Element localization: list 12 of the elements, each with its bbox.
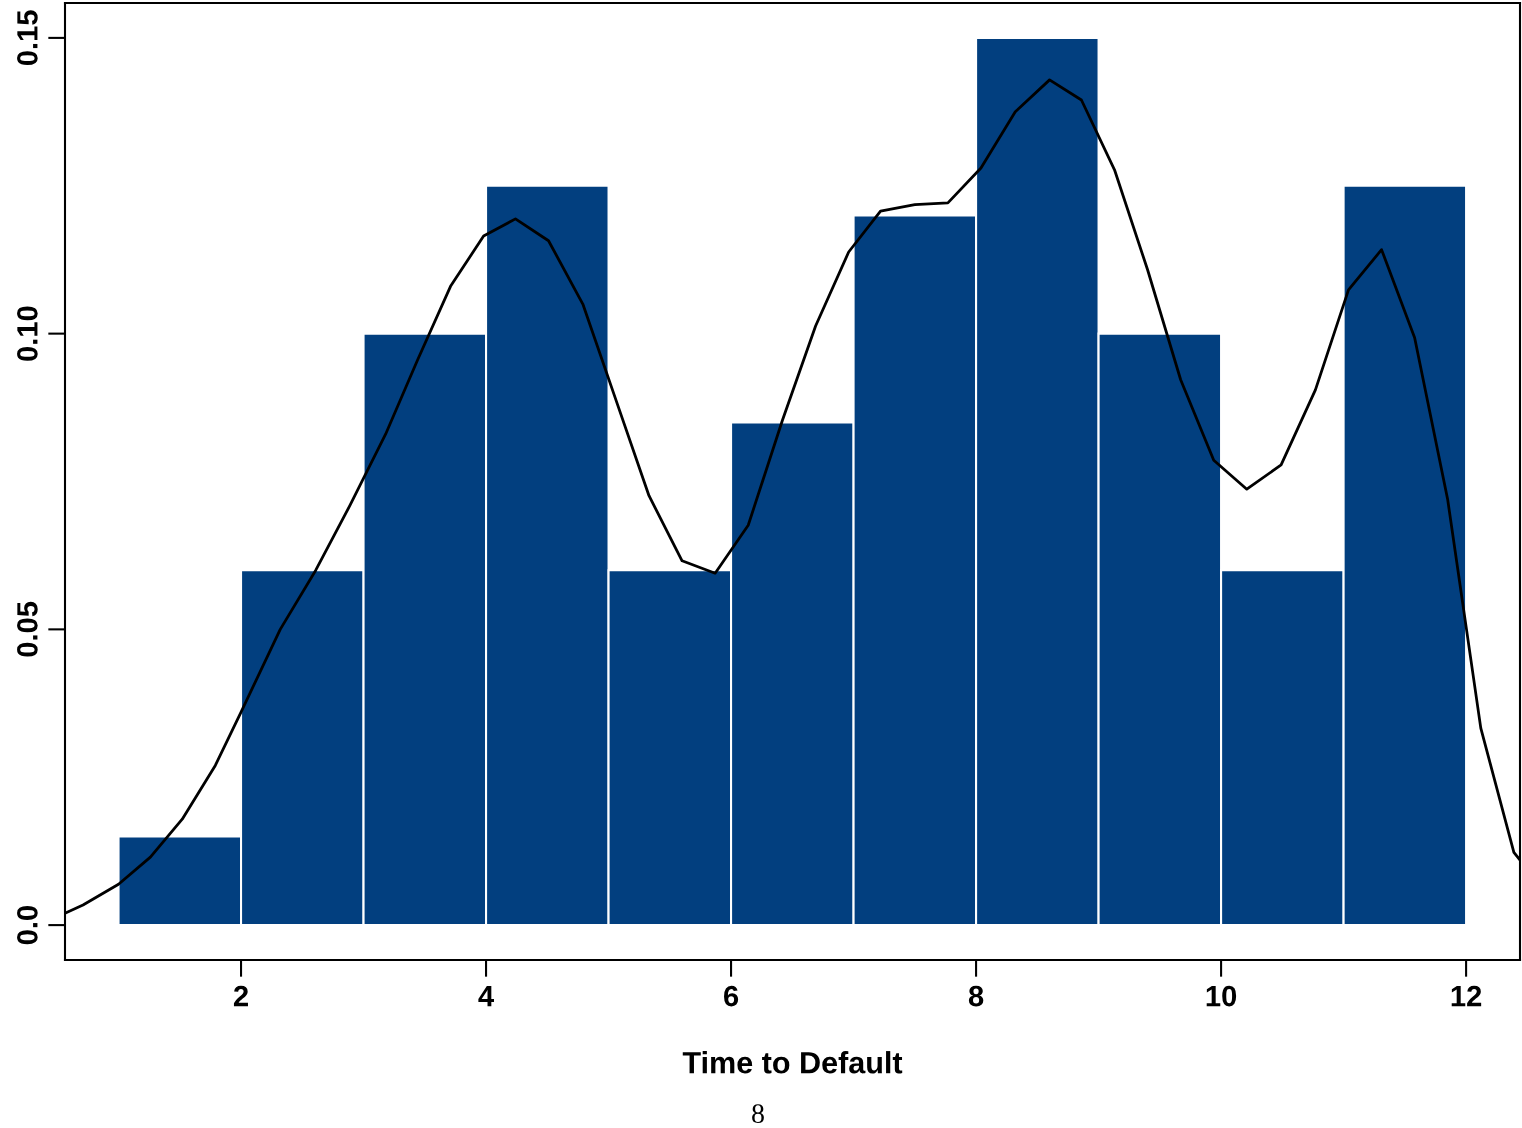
x-tick-label: 10 — [1206, 985, 1237, 1007]
y-tick-label: 0.10 — [17, 306, 38, 361]
x-tick-label: 12 — [1451, 985, 1482, 1007]
x-tick-label: 2 — [233, 985, 248, 1007]
y-tick-label: 0.0 — [17, 906, 38, 945]
y-tick-label: 0.15 — [17, 10, 38, 66]
x-tick-label: 8 — [968, 985, 984, 1007]
x-axis-title: Time to Default — [682, 1051, 903, 1074]
x-tick-label: 6 — [724, 985, 739, 1007]
text: 8 — [752, 1104, 764, 1123]
x-tick-label: 4 — [478, 986, 495, 1007]
y-tick-label: 0.05 — [17, 601, 38, 657]
